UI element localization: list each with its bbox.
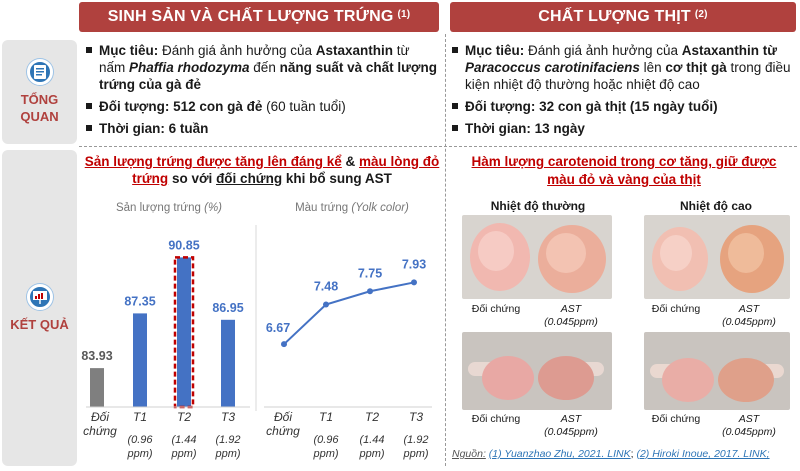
category-results-label: KẾT QUẢ [10, 316, 69, 332]
egg-xlabel-t1: T1 (0.96 ppm) [127, 410, 153, 460]
category-overview: TỔNG QUAN [2, 40, 77, 144]
header-meat-quality-ref: (2) [694, 8, 708, 20]
egg-yield-chart-title: Sản lượng trứng (%) [115, 202, 223, 214]
yolk-value-label: 7.75 [358, 266, 382, 280]
yolk-value-label: 7.93 [402, 257, 426, 271]
header-meat-quality-title: CHẤT LƯỢNG THỊT [538, 8, 691, 25]
cap-high-breast-ast: AST (0.045ppm) [722, 303, 776, 328]
egg-yield-bars: 83.93 87.35 90.85 86.95 [81, 238, 244, 409]
cap-high-breast-control: Đối chứng [651, 303, 701, 315]
egg-bar-value-label: 87.35 [124, 294, 155, 308]
overview-left-subject: Đối tượng: 512 con gà đẻ (60 tuần tuổi) [86, 98, 438, 115]
cap-high-thigh-control: Đối chứng [651, 413, 701, 425]
results-left-headline: Sản lượng trứng được tăng lên đáng kể & … [84, 154, 440, 186]
photo-high-breast [644, 215, 790, 299]
category-overview-label: TỔNG QUAN [20, 92, 59, 124]
yolk-color-line: 6.67 7.48 7.75 7.93 [266, 257, 426, 348]
egg-xlabel-t2: T2 (1.44 ppm) [171, 410, 197, 460]
egg-bar-value-label: 83.93 [81, 349, 112, 363]
high-temp-title: Nhiệt độ cao [679, 199, 752, 213]
header-egg-quality: SINH SẢN VÀ CHẤT LƯỢNG TRỨNG (1) [79, 2, 439, 32]
photo-high-thigh [644, 332, 790, 410]
overview-right-goal: Mục tiêu: Đánh giá ảnh hưởng của Astaxan… [452, 42, 796, 93]
yolk-point-t2 [367, 288, 373, 295]
yolk-value-label: 6.67 [266, 321, 290, 335]
overview-right: Mục tiêu: Đánh giá ảnh hưởng của Astaxan… [452, 42, 796, 142]
yolk-xlabel-control: Đối chứng [266, 410, 300, 438]
results-right-headline: Hàm lượng carotenoid trong cơ tăng, giữ … [471, 154, 777, 187]
photo-normal-breast [462, 215, 612, 299]
overview-right-subject: Đối tượng: 32 con gà thịt (15 ngày tuổi) [452, 98, 796, 115]
yolk-point-t1 [323, 301, 329, 308]
row-separator [79, 146, 797, 147]
egg-bar-value-label: 90.85 [168, 238, 199, 252]
yolk-point-t3 [411, 279, 417, 286]
header-egg-quality-title: SINH SẢN VÀ CHẤT LƯỢNG TRỨNG [107, 8, 394, 25]
source-references: Nguồn: (1) Yuanzhao Zhu, 2021. LINK; (2)… [452, 448, 770, 460]
yolk-color-chart-title: Màu trứng (Yolk color) [295, 202, 409, 214]
egg-bar-value-label: 86.95 [212, 301, 243, 315]
egg-xlabel-control: Đối chứng [83, 410, 117, 438]
yolk-point-control [281, 341, 287, 348]
egg-bar-t3 [221, 319, 235, 407]
cap-normal-thigh-control: Đối chứng [471, 413, 521, 425]
header-egg-quality-ref: (1) [397, 8, 411, 20]
overview-left-time: Thời gian: 6 tuần [86, 120, 438, 137]
yolk-value-label: 7.48 [314, 279, 338, 293]
yolk-xlabel-t3: T3 (1.92 ppm) [403, 410, 429, 460]
photo-normal-thigh [462, 332, 612, 410]
cap-normal-breast-ast: AST (0.045ppm) [544, 303, 598, 328]
cap-high-thigh-ast: AST (0.045ppm) [722, 413, 776, 438]
overview-left: Mục tiêu: Đánh giá ảnh hưởng của Astaxan… [86, 42, 438, 142]
egg-bar-t2 [177, 257, 191, 407]
source-link-1[interactable]: (1) Yuanzhao Zhu, 2021. LINK [488, 448, 631, 460]
presentation-chart-icon [26, 283, 53, 310]
egg-bar-control [90, 368, 104, 407]
overview-left-goal: Mục tiêu: Đánh giá ảnh hưởng của Astaxan… [86, 42, 438, 93]
normal-temp-title: Nhiệt độ thường [490, 199, 586, 213]
overview-right-time: Thời gian: 13 ngày [452, 120, 796, 137]
column-separator [445, 34, 446, 466]
yolk-xlabel-t1: T1 (0.96 ppm) [313, 410, 339, 460]
cap-normal-thigh-ast: AST (0.045ppm) [544, 413, 598, 438]
header-meat-quality: CHẤT LƯỢNG THỊT (2) [450, 2, 796, 32]
source-link-2[interactable]: (2) Hiroki Inoue, 2017. LINK; [636, 448, 770, 460]
document-icon [26, 59, 53, 85]
egg-xlabel-t3: T3 (1.92 ppm) [215, 410, 241, 460]
cap-normal-breast-control: Đối chứng [471, 303, 521, 315]
egg-bar-t1 [133, 313, 147, 407]
category-results: KẾT QUẢ [2, 150, 77, 466]
yolk-color-series-line [283, 281, 415, 345]
yolk-xlabel-t2: T2 (1.44 ppm) [359, 410, 385, 460]
results-charts: 83.93 87.35 90.85 86.95 6.67 7.48 7.75 7.93 [81, 225, 432, 411]
